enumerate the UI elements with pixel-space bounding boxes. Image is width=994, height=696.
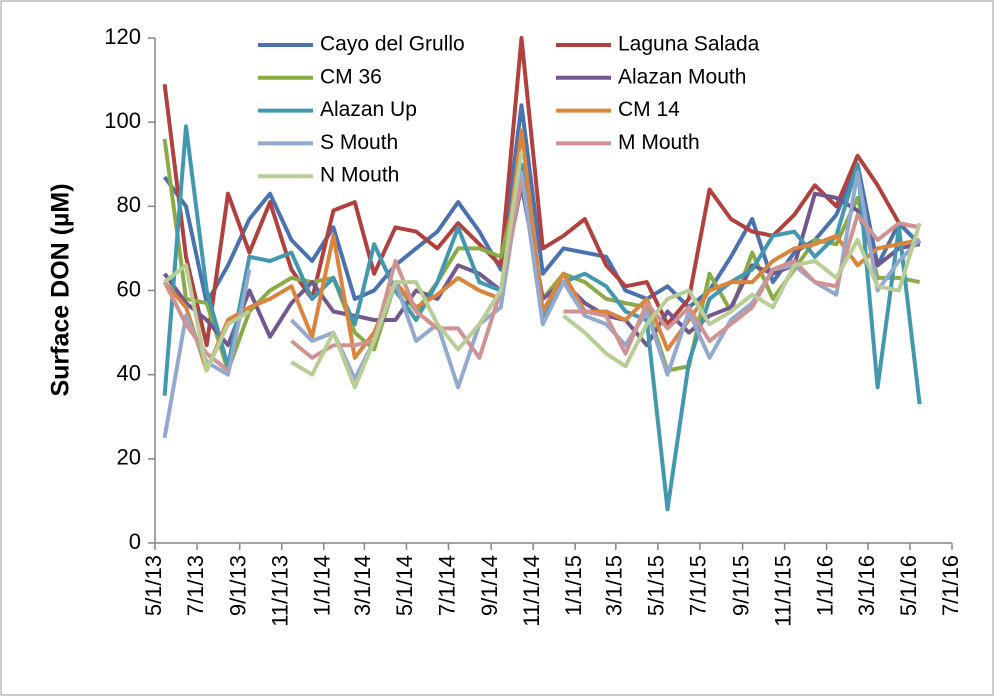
y-tick-label: 120 [104,24,141,49]
x-tick-label: 7/1/15 [686,555,711,616]
y-tick-label: 80 [117,192,141,217]
legend-label: S Mouth [320,131,398,154]
x-tick-label: 1/1/14 [310,555,335,616]
x-tick-label: 7/1/13 [183,555,208,616]
x-tick-label: 5/1/16 [896,555,921,616]
y-tick-label: 0 [129,529,141,554]
y-tick-label: 40 [117,360,141,385]
x-tick-label: 9/1/15 [728,555,753,616]
x-tick-label: 3/1/14 [350,555,375,616]
series-line [162,103,922,310]
x-tick-label: 7/1/14 [434,555,459,616]
x-tick-label: 11/1/13 [268,555,293,627]
x-tick-label: 3/1/15 [602,555,627,616]
x-tick-label: 5/1/14 [392,555,417,616]
y-tick-label: 20 [117,445,141,470]
legend-label: Cayo del Grullo [320,33,465,56]
legend-label: N Mouth [320,164,399,187]
x-tick-label: 11/1/14 [519,555,544,627]
legend-label: Alazan Mouth [618,65,746,88]
legend-label: CM 14 [618,98,680,121]
legend-label: M Mouth [618,131,700,154]
series-line [162,36,920,348]
x-tick-label: 1/1/16 [812,555,837,616]
legend-label: Alazan Up [320,98,417,121]
x-tick-label: 5/1/15 [644,555,669,616]
x-tick-label: 1/1/15 [561,555,586,616]
series-line [163,151,922,390]
x-tick-label: 3/1/16 [854,555,879,616]
x-tick-label: 9/1/14 [477,555,502,616]
legend-label: CM 36 [320,65,382,88]
series-line [162,180,920,373]
x-tick-label: 9/1/13 [226,555,251,616]
y-tick-label: 60 [117,276,141,301]
y-tick-label: 100 [104,108,141,133]
y-axis-label: Surface DON (µM) [47,183,75,396]
x-tick-label: 11/1/15 [770,555,795,627]
x-tick-label: 7/1/16 [938,555,963,616]
legend-label: Laguna Salada [618,33,760,56]
x-tick-label: 5/1/13 [141,555,166,616]
